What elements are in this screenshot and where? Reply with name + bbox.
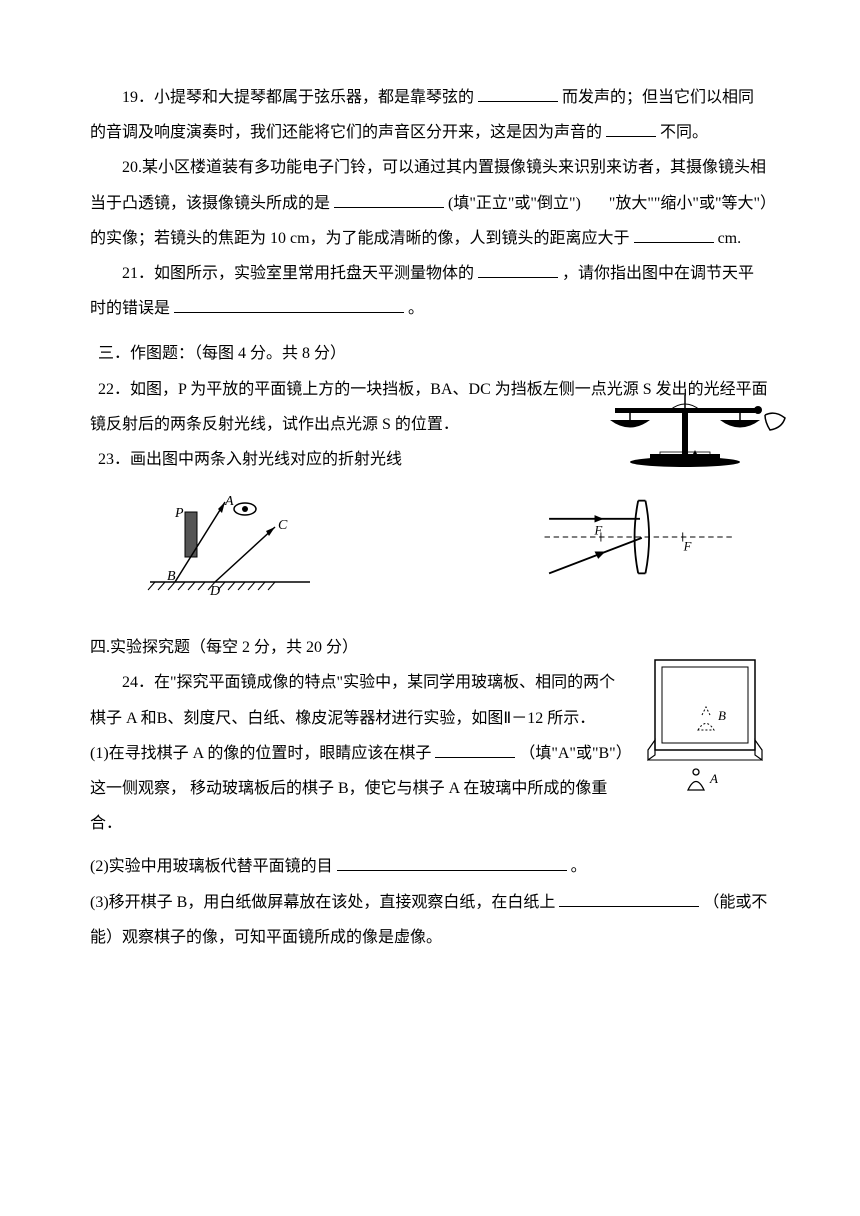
mirror-figure: P A B C D [140, 487, 320, 610]
section3-title: 三．作图题：（每图 4 分。共 8 分） [90, 336, 770, 371]
q20-text2: (填"正立"或"倒立") [448, 195, 581, 212]
svg-text:A: A [709, 771, 718, 786]
balance-scale-figure [590, 380, 790, 470]
lens-figure: F F [540, 487, 740, 610]
mirror-experiment-figure: B A [640, 655, 770, 795]
q24-blank1 [435, 742, 515, 758]
svg-text:B: B [167, 569, 176, 584]
q19-blank1 [478, 86, 558, 102]
q19-text3: 不同。 [660, 124, 708, 141]
q21-blank1 [478, 262, 558, 278]
q21: 21．如图所示，实验室里常用托盘天平测量物体的 ，请你指出图中在调节天平时的错误… [90, 256, 770, 326]
q24-blank3 [559, 891, 699, 907]
svg-text:D: D [209, 584, 220, 597]
svg-text:F: F [683, 540, 692, 554]
q24-sub2a: (2)实验中用玻璃板代替平面镜的目 [90, 858, 333, 875]
figure-row: P A B C D F [90, 477, 770, 630]
q20-blank1 [334, 192, 444, 208]
q20: 20.某小区楼道装有多功能电子门铃，可以通过其内置摄像镜头来识别来访者，其摄像镜… [90, 150, 770, 256]
svg-text:B: B [718, 708, 726, 723]
svg-text:P: P [174, 506, 184, 521]
q24-sub3a: (3)移开棋子 B，用白纸做屏幕放在该处，直接观察白纸，在白纸上 [90, 894, 555, 911]
q21-text3: 。 [408, 300, 424, 317]
q20-text4: cm. [718, 230, 742, 247]
q24-sub1: (1)在寻找棋子 A 的像的位置时，眼睛应该在棋子 （填"A"或"B"）这一侧观… [90, 736, 630, 842]
q20-blank2 [634, 227, 714, 243]
q19-blank2 [606, 121, 656, 137]
q19-text1: 19．小提琴和大提琴都属于弦乐器，都是靠琴弦的 [122, 89, 474, 106]
q19: 19．小提琴和大提琴都属于弦乐器，都是靠琴弦的 而发声的；但当它们以相同的音调及… [90, 80, 770, 150]
svg-text:A: A [224, 494, 234, 509]
q24-sub3: (3)移开棋子 B，用白纸做屏幕放在该处，直接观察白纸，在白纸上 （能或不能）观… [90, 885, 770, 955]
q21-blank2 [174, 297, 404, 313]
svg-text:C: C [278, 518, 288, 533]
q24-sub1a: (1)在寻找棋子 A 的像的位置时，眼睛应该在棋子 [90, 745, 431, 762]
q20-gap [585, 192, 605, 208]
q24-blank2 [337, 855, 567, 871]
q24-sub2: (2)实验中用玻璃板代替平面镜的目 。 [90, 849, 770, 884]
q21-text1: 21．如图所示，实验室里常用托盘天平测量物体的 [122, 265, 474, 282]
q24-sub2b: 。 [571, 858, 587, 875]
